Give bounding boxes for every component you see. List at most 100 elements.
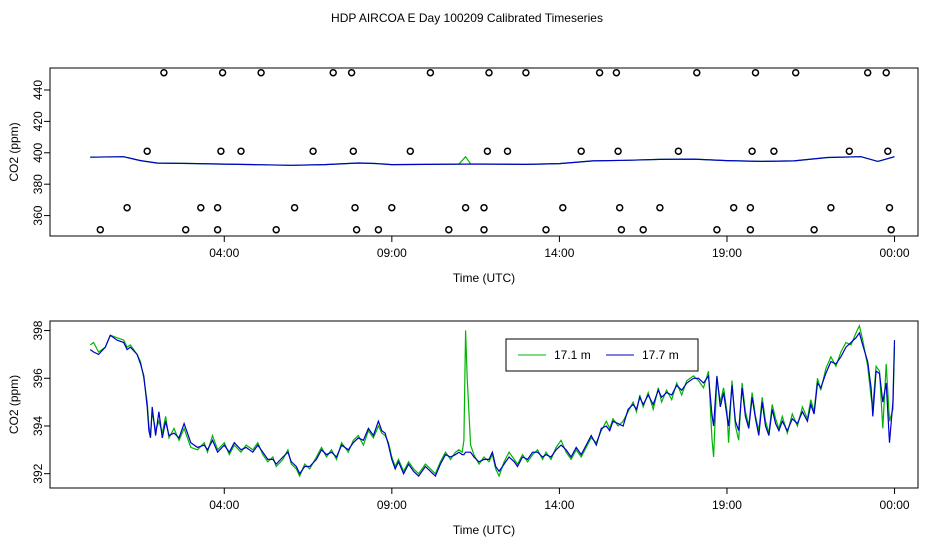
calibration-point: [791, 68, 800, 77]
calibration-point: [181, 225, 190, 234]
calibration-point: [485, 68, 493, 77]
calibration-point: [693, 68, 701, 77]
calibration-point: [290, 203, 299, 212]
legend: 17.1 m 17.7 m: [505, 338, 699, 372]
calibration-point: [388, 203, 396, 212]
calibration-point: [639, 225, 647, 234]
calibration-point: [309, 147, 317, 155]
series-line-17-1-m: [89, 323, 896, 478]
top-x-axis: 04:00 09:00 14:00 19:00 00:00: [209, 235, 910, 260]
calibration-point: [863, 68, 872, 77]
calibration-point: [884, 147, 892, 155]
calibration-point: [542, 225, 550, 234]
chart-title: HDP AIRCOA E Day 100209 Calibrated Times…: [331, 11, 603, 25]
calibration-point: [143, 147, 151, 155]
calibration-point: [347, 68, 356, 77]
calibration-point: [827, 203, 835, 212]
bottom-x-axis: 04:00 09:00 14:00 19:00 00:00: [209, 487, 910, 512]
calibration-point: [522, 68, 530, 77]
calibration-point: [746, 225, 755, 234]
calibration-point: [656, 203, 664, 212]
top-y-axis: 360 380 400 420 440: [31, 80, 50, 226]
calibration-point: [882, 68, 890, 77]
x-tick-label: 19:00: [712, 246, 742, 260]
calibration-point: [713, 225, 721, 234]
calibration-point: [887, 225, 895, 234]
calibration-point: [349, 147, 358, 155]
calibration-point: [577, 147, 585, 155]
calibration-point: [617, 225, 626, 234]
calibration-point: [123, 203, 131, 212]
x-tick-label: 00:00: [880, 246, 910, 260]
top-y-axis-label: CO2 (ppm): [7, 122, 21, 181]
calibration-point: [461, 203, 470, 212]
bottom-plot-frame: [49, 320, 919, 489]
bottom-panel: 04:00 09:00 14:00 19:00 00:00 392 394 396 398 T…: [7, 320, 919, 537]
calibration-point: [674, 147, 683, 155]
y-tick-label: 392: [31, 463, 45, 483]
calibration-point: [237, 147, 245, 155]
calibration-point: [374, 225, 383, 234]
series-line-17-7-m: [89, 331, 896, 478]
calibration-point: [751, 68, 760, 77]
x-tick-label: 00:00: [880, 498, 910, 512]
top-plot-area: [90, 68, 895, 234]
legend-label-17-1m: 17.1 m: [554, 348, 591, 362]
calibration-point: [213, 225, 222, 234]
y-tick-label: 420: [31, 111, 45, 131]
legend-label-17-7m: 17.7 m: [642, 348, 679, 362]
top-x-axis-label: Time (UTC): [453, 271, 515, 285]
bottom-plot-area: [89, 323, 896, 478]
series-line-blue: [90, 156, 895, 166]
bottom-y-axis: 392 394 396 398: [31, 320, 50, 484]
calibration-point: [614, 147, 622, 155]
calibration-point: [810, 225, 818, 234]
calibration-point: [595, 68, 604, 77]
calibration-point: [351, 203, 359, 212]
top-panel: 04:00 09:00 14:00 19:00 00:00 360 380 400 420 44…: [7, 67, 919, 285]
y-tick-label: 440: [31, 80, 45, 100]
y-tick-label: 400: [31, 142, 45, 162]
calibration-point: [480, 225, 488, 234]
calibration-point: [160, 68, 168, 77]
calibration-point: [770, 147, 778, 155]
x-tick-label: 14:00: [544, 498, 574, 512]
y-tick-label: 396: [31, 368, 45, 388]
y-tick-label: 380: [31, 174, 45, 194]
bottom-y-axis-label: CO2 (ppm): [7, 375, 21, 434]
calibration-point: [559, 203, 567, 212]
calibration-point: [217, 147, 225, 155]
x-tick-label: 04:00: [209, 498, 239, 512]
calibration-point: [406, 147, 415, 155]
calibration-point: [729, 203, 738, 212]
calibration-point: [615, 203, 624, 212]
calibration-point: [845, 147, 854, 155]
calibration-point: [257, 68, 265, 77]
calibration-point: [213, 203, 222, 212]
x-tick-label: 19:00: [712, 498, 742, 512]
calibration-point: [748, 147, 756, 155]
y-tick-label: 398: [31, 320, 45, 340]
calibration-point: [218, 68, 227, 77]
x-tick-label: 09:00: [377, 246, 407, 260]
calibration-point: [483, 147, 492, 155]
y-tick-label: 360: [31, 205, 45, 225]
calibration-point: [445, 225, 453, 234]
calibration-point: [352, 225, 361, 234]
calibration-point: [426, 68, 435, 77]
y-tick-label: 394: [31, 416, 45, 436]
calibration-point: [746, 203, 755, 212]
bottom-x-axis-label: Time (UTC): [453, 523, 515, 537]
calibration-point: [480, 203, 488, 212]
calibration-point: [612, 68, 621, 77]
calibration-point: [329, 68, 337, 77]
calibration-point: [272, 225, 280, 234]
calibration-point: [96, 225, 105, 234]
calibration-point: [885, 203, 894, 212]
calibration-point: [197, 203, 205, 212]
calibration-point: [503, 147, 512, 155]
x-tick-label: 04:00: [209, 246, 239, 260]
x-tick-label: 09:00: [377, 498, 407, 512]
x-tick-label: 14:00: [544, 246, 574, 260]
